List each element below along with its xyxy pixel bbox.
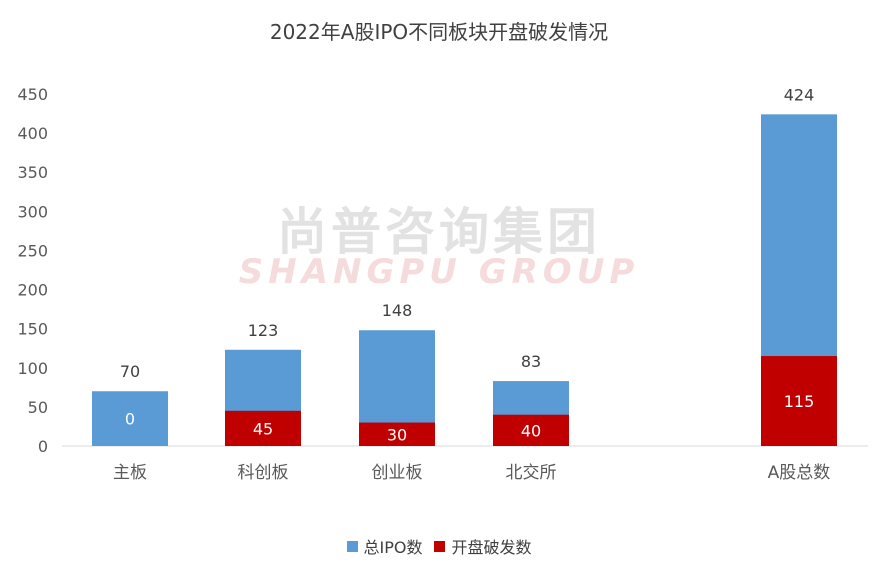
legend: 总IPO数 开盘破发数 [0, 534, 878, 558]
data-label-total: 148 [382, 301, 413, 320]
bar-break [225, 410, 301, 446]
legend-item-total[interactable]: 总IPO数 [346, 534, 423, 558]
legend-swatch-total [346, 540, 358, 552]
legend-item-break[interactable]: 开盘破发数 [434, 534, 531, 558]
x-tick-label: 创业板 [372, 463, 423, 483]
chart-title: 2022年A股IPO不同板块开盘破发情况 [269, 20, 609, 44]
y-tick-label: 400 [17, 124, 48, 143]
data-label-total: 424 [784, 85, 815, 104]
y-tick-label: 350 [17, 163, 48, 182]
x-tick-label: A股总数 [768, 463, 831, 483]
x-tick-label: 科创板 [238, 463, 289, 483]
data-label-break: 40 [521, 421, 541, 440]
y-tick-label: 250 [17, 241, 48, 260]
bar-break [493, 414, 569, 446]
data-label-break: 0 [125, 410, 135, 429]
x-tick-label: 北交所 [506, 463, 557, 483]
data-label-total: 123 [248, 321, 279, 340]
legend-label-break: 开盘破发数 [451, 538, 532, 557]
y-tick-label: 50 [28, 398, 48, 417]
y-tick-label: 300 [17, 202, 48, 221]
legend-swatch-break [434, 540, 446, 552]
bar-total [92, 391, 168, 446]
data-label-total: 70 [120, 362, 140, 381]
legend-label-total: 总IPO数 [363, 538, 423, 557]
data-label-total: 83 [521, 352, 541, 371]
y-tick-label: 200 [17, 281, 48, 300]
bar-break [761, 356, 837, 446]
y-tick-label: 0 [38, 437, 48, 456]
y-tick-label: 150 [17, 320, 48, 339]
data-label-break: 30 [387, 425, 407, 444]
x-tick-label: 主板 [113, 463, 147, 483]
y-tick-label: 450 [17, 85, 48, 104]
bar-break [359, 422, 435, 446]
y-tick-label: 100 [17, 359, 48, 378]
data-label-break: 45 [253, 419, 273, 438]
data-label-break: 115 [784, 392, 815, 411]
